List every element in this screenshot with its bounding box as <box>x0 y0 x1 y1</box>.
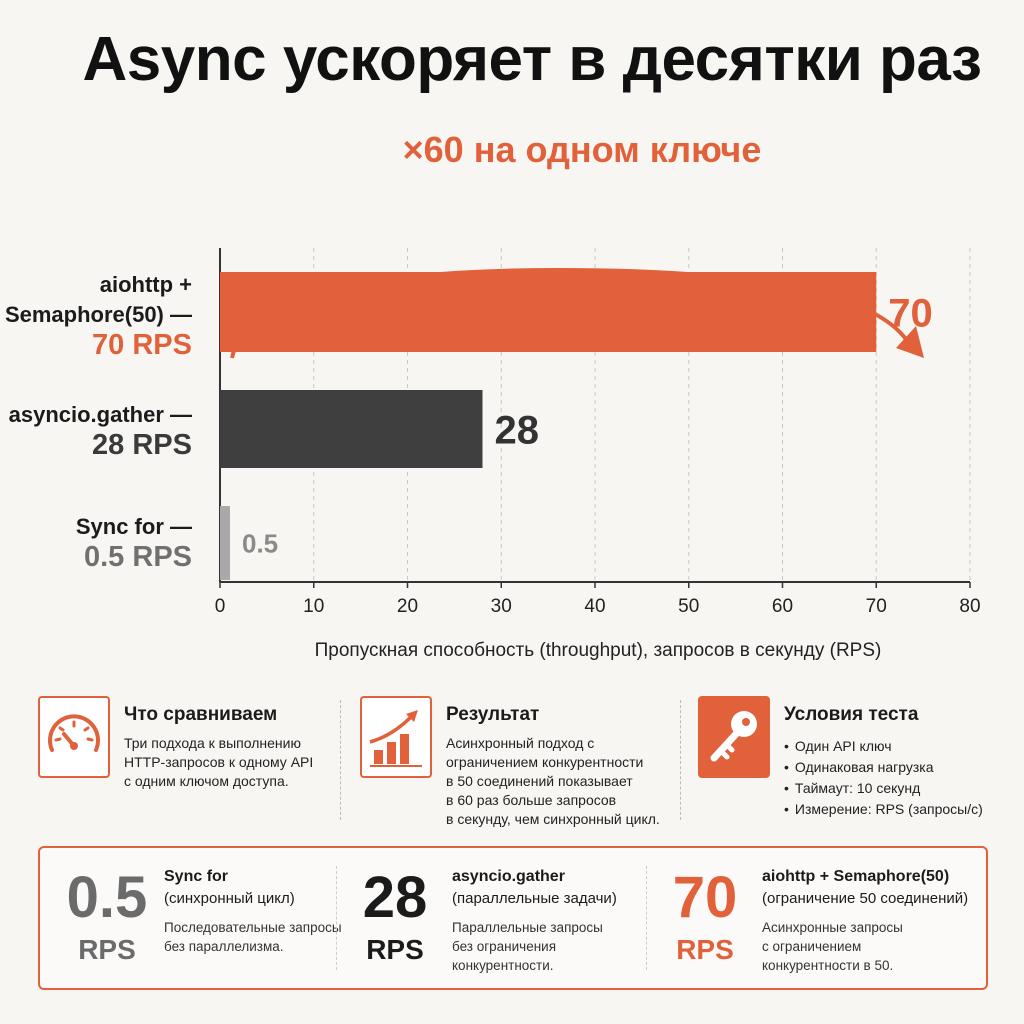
info-line: в 60 раз больше запросов <box>446 792 617 808</box>
summary-value: 70 <box>672 865 738 930</box>
bar <box>220 390 483 468</box>
desc-line: конкурентности. <box>452 958 554 973</box>
summary-divider <box>646 866 647 970</box>
bar-label-rps: 0.5 RPS <box>84 541 192 573</box>
bar-label-gather: asyncio.gather — 28 RPS <box>9 400 192 460</box>
info-heading: Что сравниваем <box>124 704 278 725</box>
info-result: Результат Асинхронный подход с ограничен… <box>360 696 670 827</box>
summary-unit: RPS <box>78 934 136 965</box>
info-line: HTTP-запросов к одному API <box>124 754 314 770</box>
desc-line: Последовательные запросы <box>164 920 342 935</box>
bar-chart: 0 10 20 30 40 50 60 70 80 70 28 0.5 ×60 на одном клю… <box>0 120 1024 680</box>
info-divider <box>680 700 681 820</box>
bar <box>220 272 877 352</box>
desc-line: конкурентности в 50. <box>762 958 894 973</box>
bar-label-line: aiohttp + <box>99 272 192 297</box>
summary-desc: Последовательные запросы без параллелизм… <box>164 918 342 956</box>
list-item: Одинаковая нагрузка <box>784 757 983 778</box>
bar-value-label: 0.5 <box>242 528 278 558</box>
info-line: в 50 соединений показывает <box>446 773 633 789</box>
summary-sub: (параллельные задачи) <box>452 890 617 907</box>
bar-label-line: Semaphore(50) — <box>4 302 192 327</box>
bar <box>220 506 230 580</box>
info-line: Асинхронный подход с <box>446 735 595 751</box>
summary-sync: 0.5 RPS Sync for (синхронный цикл) После… <box>52 848 352 988</box>
bar-label-line: Sync for — <box>75 514 192 539</box>
summary-divider <box>336 866 337 970</box>
x-axis-title: Пропускная способность (throughput), зап… <box>314 640 882 661</box>
info-what-compared: Что сравниваем Три подхода к выполнению … <box>38 696 338 789</box>
list-item: Один API ключ <box>784 736 983 757</box>
info-line: ограничением конкурентности <box>446 754 644 770</box>
summary-sub: (ограничение 50 соединений) <box>762 890 969 907</box>
summary-name: aiohttp + Semaphore(50) <box>762 868 950 885</box>
desc-line: Асинхронные запросы <box>762 920 903 935</box>
x-tick-label: 20 <box>397 596 418 617</box>
info-text: Три подхода к выполнению HTTP-запросов к… <box>124 734 313 791</box>
x-tick-label: 30 <box>491 596 512 617</box>
x-tick-label: 60 <box>772 596 793 617</box>
page-title: Async ускоряет в десятки раз <box>82 25 983 94</box>
info-divider <box>340 700 341 820</box>
info-heading: Условия теста <box>784 704 919 725</box>
info-text: Один API ключ Одинаковая нагрузка Таймау… <box>784 736 983 820</box>
bar-label-rps: 70 RPS <box>92 329 192 361</box>
info-line: в секунду, чем синхронный цикл. <box>446 811 660 827</box>
arrowhead-icon <box>896 326 924 358</box>
summary-gather: 28 RPS asyncio.gather (параллельные зада… <box>340 848 640 988</box>
info-line: Три подхода к выполнению <box>124 735 301 751</box>
summary-name: asyncio.gather <box>452 868 565 885</box>
list-item: Измерение: RPS (запросы/с) <box>784 799 983 820</box>
summary-unit: RPS <box>676 934 734 965</box>
x-tick-label: 70 <box>866 596 887 617</box>
summary-desc: Асинхронные запросы с ограничением конку… <box>762 918 903 975</box>
summary-name: Sync for <box>164 868 229 885</box>
bar-value-label: 28 <box>495 408 540 452</box>
summary-panel: 0.5 RPS Sync for (синхронный цикл) После… <box>38 846 988 990</box>
summary-sub: (синхронный цикл) <box>164 890 295 907</box>
x-tick-label: 40 <box>584 596 605 617</box>
info-text: Асинхронный подход с ограничением конкур… <box>446 734 660 829</box>
summary-desc: Параллельные запросы без ограничения кон… <box>452 918 603 975</box>
x-tick-label: 0 <box>215 596 226 617</box>
summary-aiohttp: 70 RPS aiohttp + Semaphore(50) (ограниче… <box>650 848 980 988</box>
bar-label-line: asyncio.gather — <box>8 402 192 427</box>
conditions-list: Один API ключ Одинаковая нагрузка Таймау… <box>784 736 983 820</box>
growth-chart-icon <box>360 696 432 778</box>
list-item: Таймаут: 10 секунд <box>784 778 983 799</box>
desc-line: с ограничением <box>762 939 862 954</box>
summary-unit: RPS <box>366 934 424 965</box>
desc-line: без параллелизма. <box>164 939 284 954</box>
annotation-label: ×60 на одном ключе <box>403 129 762 170</box>
x-tick-label: 50 <box>678 596 699 617</box>
summary-value: 0.5 <box>66 865 148 930</box>
info-conditions: Условия теста Один API ключ Одинаковая н… <box>698 696 998 817</box>
summary-value: 28 <box>362 865 428 930</box>
speedometer-icon <box>38 696 110 778</box>
x-tick-label: 80 <box>959 596 980 617</box>
info-heading: Результат <box>446 704 540 725</box>
bar-label-aiohttp: aiohttp + Semaphore(50) — 70 RPS <box>5 270 192 360</box>
annotation-arrow <box>230 267 910 359</box>
bar-label-rps: 28 RPS <box>92 429 192 461</box>
info-line: с одним ключом доступа. <box>124 773 289 789</box>
x-tick-label: 10 <box>303 596 324 617</box>
desc-line: Параллельные запросы <box>452 920 603 935</box>
desc-line: без ограничения <box>452 939 557 954</box>
key-icon <box>698 696 770 778</box>
bar-label-sync: Sync for — 0.5 RPS <box>76 512 192 572</box>
